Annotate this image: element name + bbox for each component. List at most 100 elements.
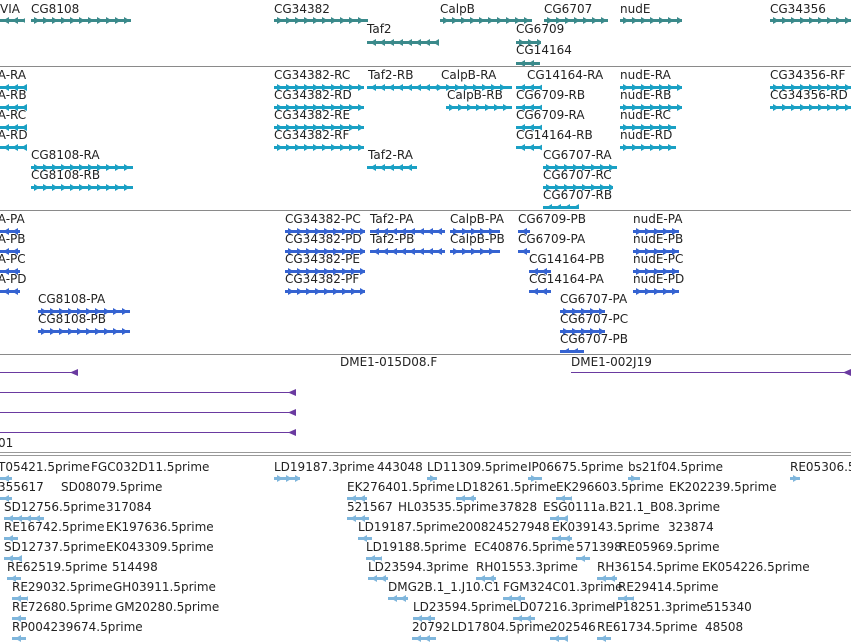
clone-end-marker[interactable]: [288, 429, 296, 436]
transcript-glyph[interactable]: [516, 80, 543, 91]
est-glyph[interactable]: [12, 611, 26, 622]
est-glyph[interactable]: [552, 531, 572, 542]
est-glyph[interactable]: [576, 551, 590, 562]
gene-label[interactable]: CG6707: [544, 2, 593, 16]
est-glyph[interactable]: [597, 631, 611, 642]
est-label[interactable]: EK197636.5prime: [106, 520, 214, 534]
protein-glyph[interactable]: [370, 224, 445, 235]
protein-label[interactable]: CG6709-PA: [518, 232, 586, 246]
est-label[interactable]: RH36154.5prime: [597, 560, 699, 574]
protein-label[interactable]: CG14164-PB: [529, 252, 605, 266]
est-label[interactable]: IP06675.5prime: [528, 460, 624, 474]
transcript-glyph[interactable]: [367, 160, 417, 171]
transcript-glyph[interactable]: [446, 100, 512, 111]
transcript-label[interactable]: nudE-RD: [620, 128, 673, 142]
est-label[interactable]: GM20280.5prime: [115, 600, 220, 614]
protein-glyph[interactable]: [0, 264, 20, 275]
est-label[interactable]: IP18251.3prime: [612, 600, 708, 614]
transcript-label[interactable]: CalpB-RA: [441, 68, 497, 82]
protein-glyph[interactable]: [285, 284, 366, 295]
gene-glyph[interactable]: [516, 56, 540, 66]
clone-glyph[interactable]: [0, 372, 78, 373]
protein-glyph[interactable]: [38, 324, 130, 335]
est-label[interactable]: FGM324C01.3prime: [503, 580, 623, 594]
est-glyph[interactable]: [366, 551, 384, 562]
est-label[interactable]: LD19187.3prime: [274, 460, 375, 474]
protein-glyph[interactable]: [0, 244, 20, 255]
transcript-label[interactable]: Taf2-RB: [368, 68, 414, 82]
protein-label[interactable]: VIA-PA: [0, 212, 25, 226]
protein-glyph[interactable]: [560, 344, 584, 353]
protein-glyph[interactable]: [38, 304, 130, 315]
est-label[interactable]: T05421.5prime: [0, 460, 90, 474]
est-glyph[interactable]: [347, 491, 367, 502]
gene-glyph[interactable]: [440, 13, 532, 24]
transcript-glyph[interactable]: [620, 80, 683, 91]
est-glyph[interactable]: [12, 631, 26, 642]
protein-glyph[interactable]: [518, 244, 530, 255]
protein-glyph[interactable]: [633, 244, 679, 255]
est-glyph[interactable]: [274, 471, 301, 482]
transcript-label[interactable]: CG6709-RB: [516, 88, 586, 102]
transcript-glyph[interactable]: [274, 80, 364, 91]
protein-label[interactable]: VIA-PD: [0, 272, 27, 286]
transcript-label[interactable]: nudE-RC: [620, 108, 671, 122]
protein-glyph[interactable]: [633, 224, 679, 235]
transcript-label[interactable]: CG34356-RF: [770, 68, 846, 82]
protein-label[interactable]: CG6707-PA: [560, 292, 628, 306]
est-label[interactable]: 317084: [106, 500, 152, 514]
transcript-glyph[interactable]: [543, 200, 579, 209]
transcript-glyph[interactable]: [620, 120, 676, 131]
transcript-glyph[interactable]: [274, 120, 364, 131]
est-glyph[interactable]: [12, 591, 30, 602]
clone-glyph[interactable]: [571, 372, 851, 373]
est-glyph[interactable]: [0, 491, 12, 502]
transcript-label[interactable]: CG34382-RF: [274, 128, 350, 142]
est-label[interactable]: HL03535.5prime: [398, 500, 499, 514]
est-label[interactable]: 571398: [576, 540, 622, 554]
est-label[interactable]: RE05969.5prime: [619, 540, 720, 554]
est-label[interactable]: LD19188.5prime: [366, 540, 467, 554]
clone-glyph[interactable]: [0, 432, 296, 433]
est-glyph[interactable]: [597, 571, 617, 582]
transcript-label[interactable]: nudE-RA: [620, 68, 671, 82]
protein-label[interactable]: CalpB-PB: [450, 232, 505, 246]
protein-label[interactable]: VIA-PB: [0, 232, 26, 246]
protein-label[interactable]: CG14164-PA: [529, 272, 604, 286]
transcript-glyph[interactable]: [31, 180, 133, 191]
clone-end-marker[interactable]: [288, 389, 296, 396]
gene-glyph[interactable]: [620, 13, 683, 24]
clone-end-marker[interactable]: [843, 369, 851, 376]
transcript-label[interactable]: CG34356-RD: [770, 88, 848, 102]
est-label[interactable]: RE29032.5prime: [12, 580, 113, 594]
est-label[interactable]: EK202239.5prime: [669, 480, 777, 494]
transcript-glyph[interactable]: [620, 100, 683, 111]
gene-label[interactable]: CalpB: [440, 2, 475, 16]
protein-label[interactable]: CG34382-PD: [285, 232, 362, 246]
est-label[interactable]: RP004239674.5prime: [12, 620, 143, 634]
est-label[interactable]: EK039143.5prime: [552, 520, 660, 534]
protein-label[interactable]: nudE-PD: [633, 272, 685, 286]
gene-label[interactable]: CG6709: [516, 22, 565, 36]
gene-label[interactable]: Taf2: [367, 22, 392, 36]
gene-glyph[interactable]: [544, 13, 608, 24]
transcript-label[interactable]: CG34382-RD: [274, 88, 352, 102]
est-label[interactable]: 521567: [347, 500, 393, 514]
protein-glyph[interactable]: [529, 264, 551, 275]
gene-glyph[interactable]: [367, 35, 439, 46]
est-glyph[interactable]: [550, 511, 568, 522]
est-glyph[interactable]: [4, 531, 18, 542]
protein-glyph[interactable]: [370, 244, 445, 255]
est-label[interactable]: 355617: [0, 480, 44, 494]
protein-label[interactable]: CG6707-PB: [560, 332, 629, 346]
est-label[interactable]: EC40876.5prime: [474, 540, 575, 554]
transcript-label[interactable]: VIA-RA: [0, 68, 27, 82]
est-glyph[interactable]: [528, 471, 542, 482]
protein-label[interactable]: nudE-PC: [633, 252, 684, 266]
est-label[interactable]: 527948: [504, 520, 550, 534]
est-label[interactable]: 443048: [377, 460, 423, 474]
transcript-label[interactable]: CG34382-RE: [274, 108, 351, 122]
transcript-label[interactable]: CG14164-RA: [527, 68, 604, 82]
est-label[interactable]: RH01553.3prime: [476, 560, 578, 574]
protein-label[interactable]: nudE-PA: [633, 212, 683, 226]
